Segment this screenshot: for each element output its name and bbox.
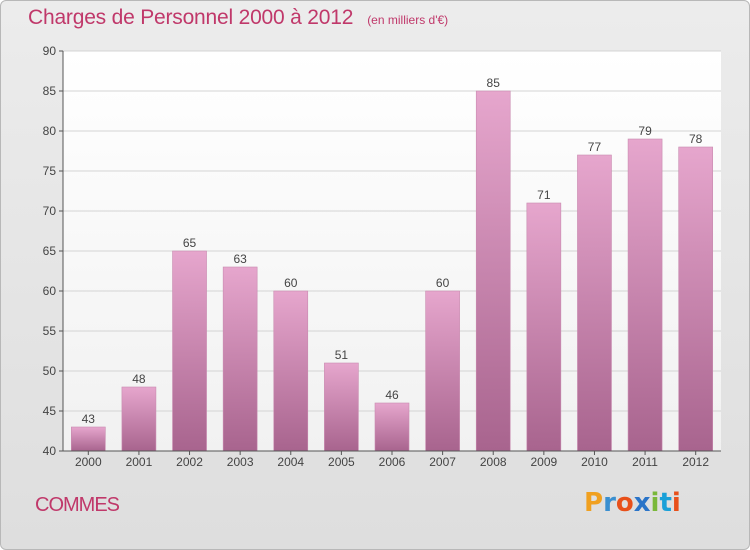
x-tick-label: 2009 bbox=[530, 455, 557, 469]
logo-letter: P bbox=[584, 488, 604, 518]
data-label: 63 bbox=[233, 252, 247, 266]
bar bbox=[121, 386, 157, 452]
y-tick-label: 90 bbox=[43, 44, 57, 58]
bar bbox=[526, 202, 562, 452]
bar bbox=[374, 402, 410, 452]
bar bbox=[324, 362, 359, 452]
data-label: 77 bbox=[588, 140, 602, 154]
logo-letter: i bbox=[671, 488, 681, 518]
bar bbox=[425, 290, 460, 452]
x-tick-label: 2000 bbox=[75, 455, 102, 469]
data-label: 60 bbox=[284, 276, 298, 290]
commune-name: COMMES bbox=[35, 494, 120, 516]
bar bbox=[273, 290, 309, 452]
logo-letter: o bbox=[615, 488, 634, 518]
x-tick-label: 2002 bbox=[176, 455, 203, 469]
y-tick-label: 45 bbox=[43, 404, 57, 418]
y-tick-label: 65 bbox=[43, 244, 57, 258]
x-tick-label: 2011 bbox=[632, 455, 658, 469]
x-tick-label: 2010 bbox=[581, 455, 608, 469]
data-label: 48 bbox=[132, 372, 146, 386]
y-tick-label: 80 bbox=[43, 124, 57, 138]
y-tick-label: 55 bbox=[43, 324, 57, 338]
x-tick-label: 2005 bbox=[328, 455, 355, 469]
x-tick-label: 2012 bbox=[682, 455, 709, 469]
data-label: 43 bbox=[82, 412, 96, 426]
bar bbox=[222, 266, 258, 452]
bar bbox=[678, 146, 713, 452]
data-label: 46 bbox=[385, 388, 399, 402]
data-label: 71 bbox=[537, 188, 551, 202]
chart-title: Charges de Personnel 2000 à 2012 bbox=[28, 6, 354, 29]
bar bbox=[71, 426, 106, 452]
data-label: 60 bbox=[436, 276, 450, 290]
bar bbox=[627, 138, 663, 452]
title-row: Charges de Personnel 2000 à 2012 (en mill… bbox=[28, 6, 448, 30]
y-tick-label: 75 bbox=[43, 164, 57, 178]
x-tick-label: 2004 bbox=[277, 455, 304, 469]
data-label: 79 bbox=[638, 124, 652, 138]
y-tick-label: 60 bbox=[43, 284, 57, 298]
data-label: 78 bbox=[689, 132, 703, 146]
bar bbox=[577, 154, 612, 452]
y-tick-label: 85 bbox=[43, 84, 57, 98]
data-label: 51 bbox=[335, 348, 349, 362]
x-tick-label: 2006 bbox=[379, 455, 406, 469]
x-tick-label: 2001 bbox=[126, 455, 153, 469]
bar bbox=[172, 250, 207, 452]
x-tick-label: 2007 bbox=[429, 455, 456, 469]
proxiti-logo: Proxiti bbox=[584, 488, 681, 518]
logo-letter: r bbox=[603, 488, 616, 518]
logo-letter: i bbox=[650, 488, 660, 518]
data-label: 65 bbox=[183, 236, 197, 250]
y-tick-label: 70 bbox=[43, 204, 57, 218]
y-tick-label: 40 bbox=[43, 444, 57, 458]
chart-subtitle: (en milliers d'€) bbox=[367, 13, 449, 27]
x-tick-label: 2008 bbox=[480, 455, 507, 469]
y-tick-label: 50 bbox=[43, 364, 57, 378]
bar bbox=[475, 90, 511, 452]
x-tick-label: 2003 bbox=[227, 455, 254, 469]
logo-letter: x bbox=[633, 488, 651, 518]
logo-letter: t bbox=[659, 488, 672, 518]
data-label: 85 bbox=[487, 76, 501, 90]
